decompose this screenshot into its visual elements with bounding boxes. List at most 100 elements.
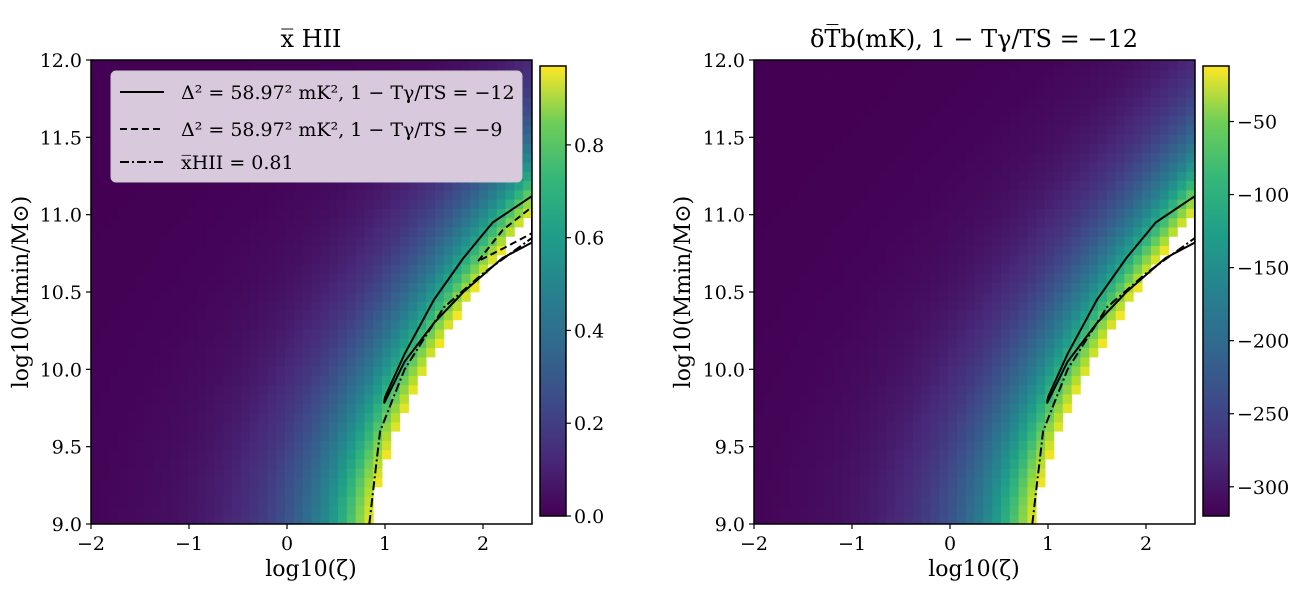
heatmap-cell — [842, 477, 852, 488]
heatmap-cell — [329, 356, 339, 367]
heatmap-cell — [771, 180, 781, 191]
heatmap-cell — [1106, 97, 1117, 107]
heatmap-cell — [205, 477, 215, 488]
heatmap-cell — [364, 486, 374, 497]
heatmap-cell — [921, 152, 931, 163]
heatmap-cell — [992, 115, 1002, 126]
heatmap-cell — [258, 486, 268, 497]
heatmap-cell — [152, 514, 162, 524]
heatmap-cell — [329, 440, 339, 451]
heatmap-cell — [99, 412, 110, 423]
heatmap-cell — [983, 60, 993, 70]
heatmap-cell — [408, 199, 418, 209]
heatmap-cell — [364, 384, 374, 395]
heatmap-cell — [346, 440, 356, 451]
heatmap-cell — [815, 106, 825, 117]
heatmap-cell — [806, 477, 817, 488]
heatmap-cell — [240, 375, 251, 386]
heatmap-cell — [992, 412, 1002, 423]
heatmap-cell — [992, 292, 1002, 302]
heatmap-cell — [780, 514, 790, 524]
heatmap-cell — [912, 115, 922, 126]
heatmap-cell — [1062, 162, 1072, 172]
heatmap-cell — [135, 292, 145, 302]
heatmap-cell — [1097, 152, 1108, 163]
heatmap-cell — [1186, 115, 1195, 126]
heatmap-cell — [443, 180, 454, 191]
heatmap-cell — [487, 245, 498, 256]
heatmap-cell — [877, 264, 887, 274]
heatmap-cell — [842, 152, 852, 163]
heatmap-cell — [912, 69, 922, 79]
heatmap-cell — [276, 254, 286, 265]
heatmap-cell — [390, 292, 401, 302]
heatmap-cell — [842, 440, 852, 451]
y-tick-label: 10.5 — [40, 282, 82, 304]
heatmap-cell — [974, 217, 984, 228]
heatmap-cell — [143, 227, 154, 237]
heatmap-cell — [851, 208, 861, 219]
heatmap-cell — [939, 301, 949, 311]
heatmap-cell — [364, 319, 374, 330]
heatmap-cell — [214, 477, 224, 488]
heatmap-cell — [939, 217, 949, 228]
heatmap-cell — [886, 87, 896, 98]
heatmap-cell — [1115, 143, 1125, 154]
heatmap-cell — [1080, 236, 1090, 246]
heatmap-cell — [930, 199, 940, 209]
heatmap-cell — [258, 403, 268, 414]
heatmap-cell — [434, 60, 445, 70]
heatmap-cell — [1018, 301, 1028, 311]
heatmap-cell — [382, 347, 392, 358]
heatmap-cell — [903, 384, 914, 395]
heatmap-cell — [267, 403, 277, 414]
heatmap-cell — [179, 440, 189, 451]
heatmap-cell — [965, 403, 975, 414]
heatmap-cell — [833, 282, 843, 293]
heatmap-cell — [99, 301, 110, 311]
heatmap-cell — [806, 301, 817, 311]
heatmap-cell — [930, 514, 940, 524]
heatmap-cell — [798, 78, 808, 89]
heatmap-cell — [1186, 78, 1195, 89]
heatmap-cell — [1097, 227, 1108, 237]
heatmap-cell — [859, 97, 870, 107]
heatmap-cell — [833, 208, 843, 219]
heatmap-cell — [143, 366, 154, 376]
heatmap-cell — [337, 329, 348, 339]
heatmap-cell — [939, 468, 949, 478]
heatmap-cell — [311, 310, 321, 321]
heatmap-cell — [754, 208, 764, 219]
heatmap-cell — [886, 264, 896, 274]
heatmap-cell — [868, 208, 878, 219]
heatmap-cell — [223, 319, 233, 330]
heatmap-cell — [903, 152, 914, 163]
heatmap-cell — [859, 282, 870, 293]
heatmap-cell — [912, 440, 922, 451]
heatmap-cell — [1000, 412, 1011, 423]
heatmap-cell — [895, 496, 905, 506]
heatmap-cell — [965, 449, 975, 460]
heatmap-cell — [965, 134, 975, 144]
heatmap-cell — [780, 319, 790, 330]
heatmap-cell — [992, 69, 1002, 79]
heatmap-cell — [1168, 189, 1178, 200]
heatmap-cell — [754, 431, 764, 441]
heatmap-cell — [1168, 60, 1178, 70]
heatmap-cell — [108, 208, 118, 219]
heatmap-cell — [364, 301, 374, 311]
heatmap-cell — [276, 60, 286, 70]
heatmap-cell — [1159, 69, 1169, 79]
heatmap-cell — [434, 217, 445, 228]
heatmap-cell — [320, 189, 330, 200]
heatmap-cell — [373, 310, 383, 321]
heatmap-cell — [337, 319, 348, 330]
heatmap-cell — [886, 486, 896, 497]
heatmap-cell — [815, 375, 825, 386]
heatmap-cell — [771, 189, 781, 200]
heatmap-cell — [956, 496, 967, 506]
heatmap-cell — [311, 60, 321, 70]
heatmap-cell — [293, 338, 304, 349]
heatmap-cell — [833, 338, 843, 349]
heatmap-cell — [806, 459, 817, 469]
